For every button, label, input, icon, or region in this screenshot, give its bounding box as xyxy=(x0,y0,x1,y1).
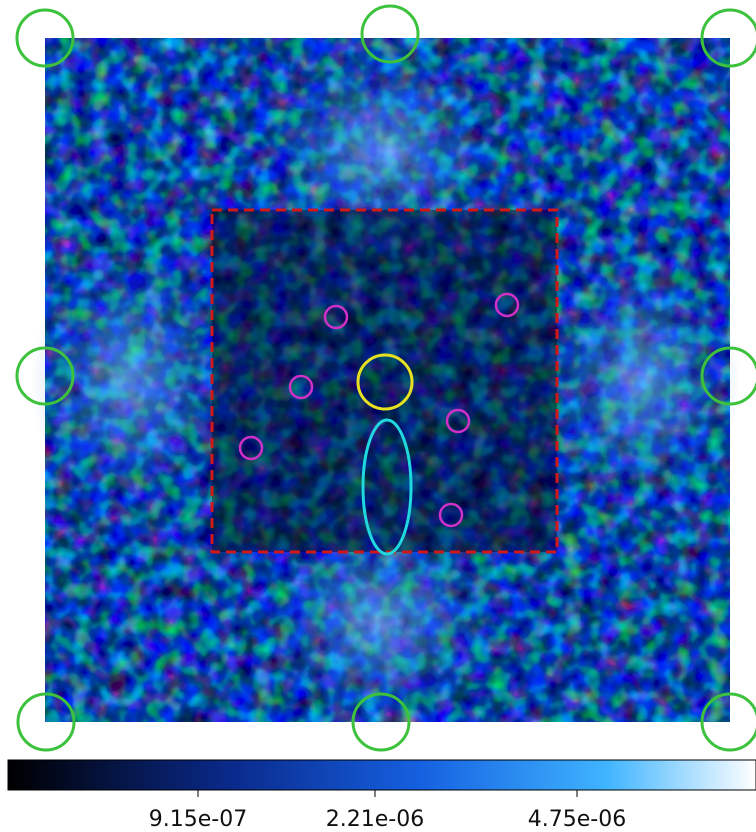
colorbar-tick-label: 9.15e-07 xyxy=(149,807,247,832)
colorbar-tick-label: 2.21e-06 xyxy=(326,807,424,832)
red-dashed-box xyxy=(210,208,559,554)
glow xyxy=(260,40,500,260)
green-circle xyxy=(15,8,75,68)
glow xyxy=(30,250,230,510)
magenta-circle xyxy=(445,408,471,434)
regions xyxy=(15,4,756,752)
green-circle xyxy=(700,8,756,68)
green-circle xyxy=(16,692,76,752)
glow xyxy=(540,250,740,510)
colorbar: 9.15e-07 2.21e-06 4.75e-06 xyxy=(7,759,756,832)
green-circle xyxy=(700,692,756,752)
green-circle xyxy=(700,346,756,406)
colorbar-tick-label: 4.75e-06 xyxy=(528,807,626,832)
magenta-circle xyxy=(494,292,520,318)
cyan-ellipse xyxy=(361,418,413,556)
green-circle xyxy=(351,692,411,752)
magenta-circle xyxy=(323,304,349,330)
magenta-circle xyxy=(288,374,314,400)
yellow-circle xyxy=(356,353,414,411)
glow xyxy=(260,510,500,730)
green-regions xyxy=(15,4,756,752)
magenta-regions xyxy=(238,292,520,528)
image xyxy=(30,38,740,730)
green-circle xyxy=(360,4,420,64)
colorbar-gradient xyxy=(7,759,756,791)
magenta-circle xyxy=(238,435,264,461)
green-circle xyxy=(15,346,75,406)
magenta-circle xyxy=(438,502,464,528)
inner-region-shade xyxy=(212,210,557,552)
